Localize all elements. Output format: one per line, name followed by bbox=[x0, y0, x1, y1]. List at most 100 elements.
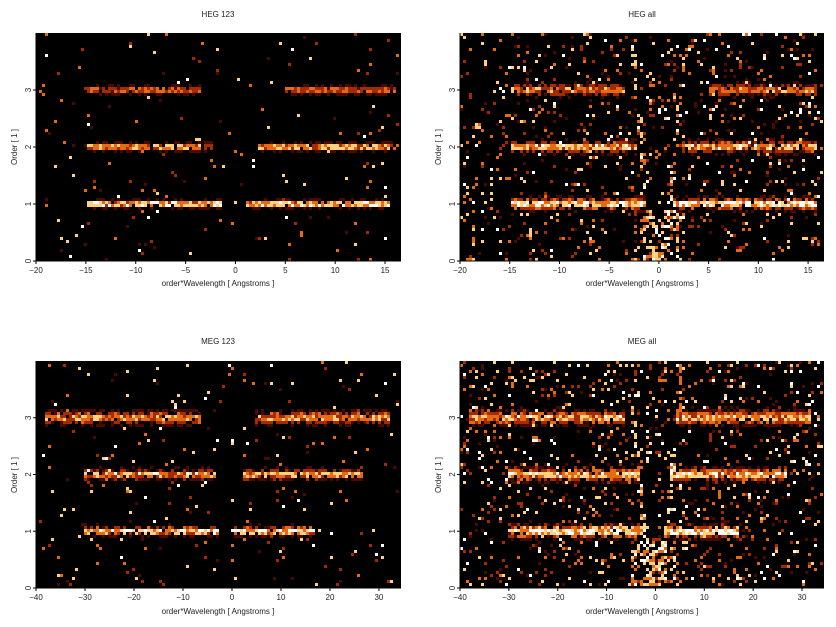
heatmap-cell bbox=[688, 150, 691, 153]
heatmap-cell bbox=[270, 144, 273, 147]
heatmap-cell bbox=[526, 147, 529, 150]
heatmap-cell bbox=[613, 150, 616, 153]
heatmap-cell bbox=[87, 373, 90, 376]
heatmap-cell bbox=[544, 472, 547, 475]
heatmap-cell bbox=[592, 60, 595, 63]
heatmap-cell bbox=[150, 412, 153, 415]
heatmap-cell bbox=[291, 523, 294, 526]
heatmap-cell bbox=[565, 529, 568, 532]
heatmap-cell bbox=[303, 147, 306, 150]
heatmap-cell bbox=[261, 144, 264, 147]
heatmap-cell bbox=[703, 150, 706, 153]
heatmap-cell bbox=[511, 376, 514, 379]
heatmap-cell bbox=[309, 87, 312, 90]
heatmap-cell bbox=[339, 568, 342, 571]
heatmap-cell bbox=[207, 469, 210, 472]
heatmap-cell bbox=[616, 421, 619, 424]
heatmap-cell bbox=[574, 204, 577, 207]
heatmap-cell bbox=[243, 529, 246, 532]
heatmap-cell bbox=[613, 508, 616, 511]
heatmap-cell bbox=[180, 201, 183, 204]
heatmap-cell bbox=[487, 153, 490, 156]
heatmap-cell bbox=[186, 469, 189, 472]
heatmap-cell bbox=[553, 391, 556, 394]
heatmap-cell bbox=[309, 216, 312, 219]
heatmap-cell bbox=[580, 84, 583, 87]
heatmap-cell bbox=[742, 99, 745, 102]
heatmap-cell bbox=[559, 475, 562, 478]
heatmap-cell bbox=[69, 421, 72, 424]
heatmap-cell bbox=[105, 201, 108, 204]
heatmap-cell bbox=[198, 147, 201, 150]
heatmap-cell bbox=[270, 421, 273, 424]
heatmap-cell bbox=[117, 421, 120, 424]
heatmap-cell bbox=[616, 150, 619, 153]
heatmap-cell bbox=[159, 427, 162, 430]
heatmap-cell bbox=[802, 237, 805, 240]
heatmap-cell bbox=[511, 201, 514, 204]
heatmap-cell bbox=[276, 529, 279, 532]
heatmap-cell bbox=[691, 207, 694, 210]
heatmap-cell bbox=[691, 144, 694, 147]
heatmap-cell bbox=[327, 475, 330, 478]
heatmap-cell bbox=[132, 460, 135, 463]
heatmap-cell bbox=[760, 99, 763, 102]
heatmap-cell bbox=[279, 523, 282, 526]
heatmap-cell bbox=[291, 150, 294, 153]
heatmap-cell bbox=[553, 475, 556, 478]
heatmap-cell bbox=[378, 90, 381, 93]
heatmap-cell bbox=[667, 51, 670, 54]
heatmap-cell bbox=[517, 90, 520, 93]
heatmap-cell bbox=[297, 204, 300, 207]
heatmap-cell bbox=[93, 207, 96, 210]
heatmap-cell bbox=[595, 481, 598, 484]
heatmap-cell bbox=[508, 535, 511, 538]
heatmap-cell bbox=[523, 409, 526, 412]
heatmap-cell bbox=[496, 168, 499, 171]
heatmap-cell bbox=[81, 424, 84, 427]
y-tick-label: 3 bbox=[24, 415, 33, 420]
heatmap-cell bbox=[523, 204, 526, 207]
heatmap-cell bbox=[613, 93, 616, 96]
heatmap-cell bbox=[616, 523, 619, 526]
heatmap-cell bbox=[381, 162, 384, 165]
heatmap-cell bbox=[93, 204, 96, 207]
heatmap-cell bbox=[300, 234, 303, 237]
heatmap-cell bbox=[144, 93, 147, 96]
heatmap-cell bbox=[550, 204, 553, 207]
heatmap-cell bbox=[550, 424, 553, 427]
heatmap-cell bbox=[156, 192, 159, 195]
heatmap-cell bbox=[291, 147, 294, 150]
heatmap-cell bbox=[174, 201, 177, 204]
heatmap-cell bbox=[811, 147, 814, 150]
heatmap-cell bbox=[288, 201, 291, 204]
heatmap-cell bbox=[366, 90, 369, 93]
heatmap-cell bbox=[306, 424, 309, 427]
heatmap-cell bbox=[763, 87, 766, 90]
heatmap-cell bbox=[93, 529, 96, 532]
heatmap-cell bbox=[673, 93, 676, 96]
heatmap-cell bbox=[541, 159, 544, 162]
x-tick-label: −20 bbox=[127, 593, 141, 602]
heatmap-cell bbox=[114, 237, 117, 240]
heatmap-cell bbox=[475, 406, 478, 409]
heatmap-cell bbox=[547, 135, 550, 138]
heatmap-cell bbox=[538, 93, 541, 96]
heatmap-cell bbox=[261, 108, 264, 111]
heatmap-cell bbox=[321, 475, 324, 478]
heatmap-cell bbox=[529, 228, 532, 231]
heatmap-cell bbox=[204, 198, 207, 201]
heatmap-cell bbox=[718, 207, 721, 210]
heatmap-cell bbox=[276, 412, 279, 415]
heatmap-cell bbox=[574, 93, 577, 96]
heatmap-cell bbox=[258, 550, 261, 553]
heatmap-cell bbox=[796, 204, 799, 207]
heatmap-cell bbox=[174, 532, 177, 535]
heatmap-cell bbox=[177, 532, 180, 535]
heatmap-cell bbox=[87, 147, 90, 150]
heatmap-cell bbox=[640, 87, 643, 90]
heatmap-cell bbox=[135, 144, 138, 147]
heatmap-cell bbox=[550, 207, 553, 210]
heatmap-cell bbox=[363, 84, 366, 87]
heatmap-cell bbox=[111, 147, 114, 150]
